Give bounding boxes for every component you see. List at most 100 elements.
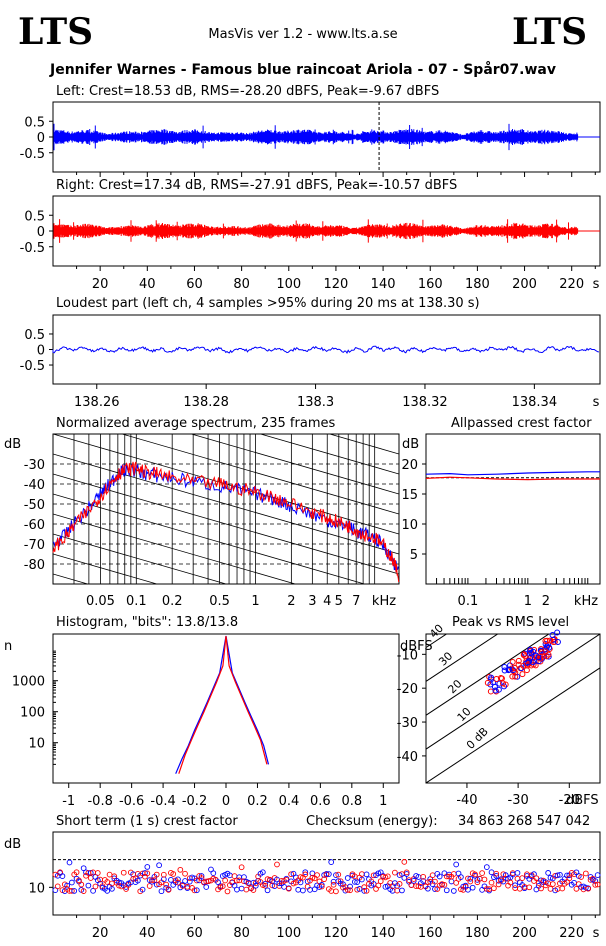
crest-point [436,873,443,880]
spectrum-slope-line [328,434,399,455]
crest-point [531,871,537,878]
spectrum-slope-line [259,434,399,475]
crest-point [309,874,316,881]
spectrum-ytick-label: -50 [24,498,45,513]
crest-xtick-label: 220 [559,926,584,941]
peak-rms-xtick-label: -20 [559,793,580,808]
file-title: Jennifer Warnes - Famous blue raincoat A… [49,61,556,78]
right-xtick-label: 120 [324,277,349,292]
crest-point [538,885,544,892]
peak-rms-point [512,673,519,680]
crest-point [182,870,188,877]
crest-point [354,886,361,893]
crest-point [344,875,351,881]
spectrum-slope-line [53,473,399,575]
crest-point [403,869,410,876]
crest-point [163,881,170,888]
spectrum-slope-line [53,594,399,694]
peak-rms-point [538,649,545,656]
crest-point [453,861,460,868]
peak-rms-point [493,675,500,682]
crest-point [512,882,518,889]
crest-point [210,870,217,877]
crest-point [243,886,250,893]
histogram-title: Histogram, "bits": 13.8/13.8 [56,615,238,630]
crest-point [373,886,379,892]
crest-point [92,883,99,890]
crest-point [495,881,502,888]
crest-point [326,871,332,877]
crest-xtick-label: 20 [92,926,109,941]
peak-rms-ytick-label: -40 [397,750,418,765]
loudest-xtick-label: 138.28 [183,395,229,410]
peak-rms-point [527,646,534,653]
peak-rms-point [501,667,508,674]
crest-point [448,878,455,885]
crest-point [66,859,73,866]
histogram-ylabel: n [4,639,12,654]
left-ytick-label: -0.5 [20,147,45,162]
peak-rms-point [554,629,561,636]
crest-point [491,885,497,892]
crest-xtick-label: 60 [186,926,203,941]
spectrum-slope-line [189,434,399,495]
logo-right: LTS [512,11,587,53]
peak-rms-point [502,681,509,688]
crest-point [151,877,158,883]
crest-point [493,870,500,877]
chart-marks: 0.50-0.50.50-0.520 40 60 80 100 120 140 160 180 2… [12,101,601,941]
crest-point [231,882,238,889]
peak-rms-crest-lines [426,634,600,783]
crest-point [519,875,526,881]
crest-point [175,879,181,886]
histogram-xtick-label: -0.4 [150,794,175,809]
spectrum-slope-line [53,493,366,584]
crest-point [222,877,228,884]
crest-point [557,871,563,878]
crest-point [566,875,573,882]
crest-point [359,871,365,877]
peak-rms-point [509,673,516,680]
histogram-ytick-label: 1000 [12,675,45,690]
crest-point [193,887,200,894]
crest-point [585,885,592,892]
crest-point [514,870,521,876]
left-ytick-label: 0 [37,131,45,146]
peak-rms-point [546,644,553,651]
loudest-xtick-label: 138.3 [297,395,334,410]
crest-point [175,876,181,883]
crest-point [382,883,389,890]
crest-point [399,887,405,894]
peak-rms-xtick-label: -30 [508,793,529,808]
crest-point [394,887,401,894]
peak-rms-crest-label: 40 [427,622,446,641]
spectrum-slope-line [120,434,399,515]
crest-point [410,878,417,884]
spectrum-slope-line [53,634,399,734]
spectrum-slope-line [53,533,228,584]
crest-point [300,887,306,894]
allpassed-ytick-label: 5 [410,548,418,563]
crest-point [78,881,85,888]
crest-point [333,888,339,895]
right-ytick-label: 0 [37,225,45,240]
crest-point [432,878,438,885]
crest-point [333,872,339,878]
peak-rms-crest-line [426,634,550,716]
right-xtick-label: 220 [559,277,584,292]
crest-point [354,879,361,886]
allpassed-xtick-label: 2 [542,594,550,609]
crest-point [578,874,584,880]
crest-point [446,873,452,880]
spectrum-series-left [52,463,399,571]
crest-point [533,875,540,882]
crest-point [116,879,122,886]
peak-rms-ytick-label: -30 [397,716,418,731]
crest-point [594,881,601,888]
right-xtick-label: 200 [512,277,537,292]
crest-point [203,884,210,890]
crest-point [493,873,500,879]
crest-point [170,871,177,877]
crest-point [321,876,327,883]
histogram-series-left [175,635,270,774]
